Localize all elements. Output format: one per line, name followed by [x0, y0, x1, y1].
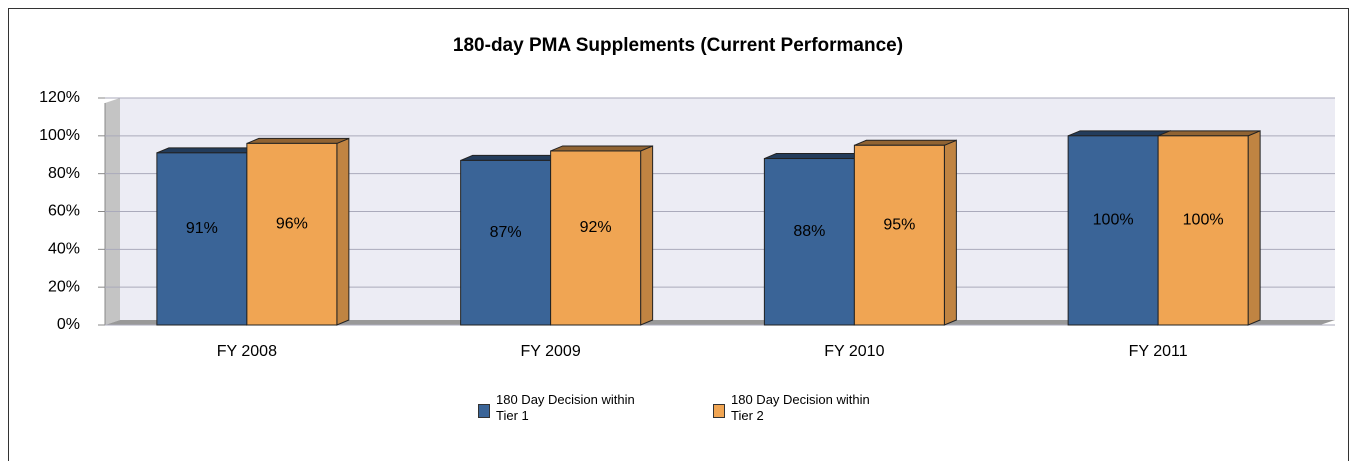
bar — [460, 159, 552, 326]
value-label: 96% — [276, 215, 308, 232]
legend-swatch — [478, 404, 490, 418]
y-tick-label: 0% — [57, 316, 80, 333]
bar-3d — [246, 137, 350, 326]
value-label: 100% — [1183, 212, 1224, 229]
bar — [246, 142, 338, 326]
value-label: 87% — [490, 224, 522, 241]
bar-top — [764, 153, 867, 160]
y-tick-label: 60% — [48, 203, 80, 220]
bar — [156, 152, 248, 326]
x-tick-label: FY 2009 — [521, 343, 581, 360]
legend-label: 180 Day Decision within Tier 1 — [496, 392, 635, 423]
value-label: 92% — [580, 219, 612, 236]
bar-top — [1067, 130, 1171, 137]
y-tick-label: 80% — [48, 165, 80, 182]
value-label: 100% — [1093, 212, 1134, 229]
x-tick-label: FY 2010 — [824, 343, 884, 360]
x-tick-label: FY 2011 — [1129, 343, 1188, 360]
bar — [1067, 135, 1159, 326]
y-tick-label: 100% — [39, 127, 80, 144]
floor — [105, 320, 1335, 325]
x-tick-label: FY 2008 — [217, 343, 277, 360]
bar-top — [460, 154, 563, 161]
bar-3d — [853, 139, 957, 326]
value-label: 91% — [186, 220, 218, 237]
bar-3d — [1157, 130, 1261, 326]
bar-side — [943, 139, 957, 326]
bar-side — [336, 137, 350, 326]
bar-top — [1157, 130, 1261, 137]
y-tick-label: 40% — [48, 241, 80, 258]
legend-label: 180 Day Decision within Tier 2 — [731, 392, 870, 423]
value-label: 95% — [883, 216, 915, 233]
bar — [1157, 135, 1249, 326]
chart-title: 180-day PMA Supplements (Current Perform… — [453, 35, 903, 56]
value-label: 88% — [793, 223, 825, 240]
bar-top — [156, 147, 260, 154]
bar-side — [640, 145, 654, 326]
bar-top — [854, 139, 957, 146]
y-tick-label: 120% — [39, 89, 80, 106]
legend-swatch — [713, 404, 725, 418]
bar-side — [1247, 130, 1261, 326]
bar-top — [550, 145, 653, 152]
bar-3d — [550, 145, 654, 326]
y-tick-label: 20% — [48, 278, 80, 295]
bar — [550, 150, 642, 326]
bar — [763, 158, 855, 326]
bar-top — [246, 137, 350, 144]
bar — [853, 144, 945, 326]
